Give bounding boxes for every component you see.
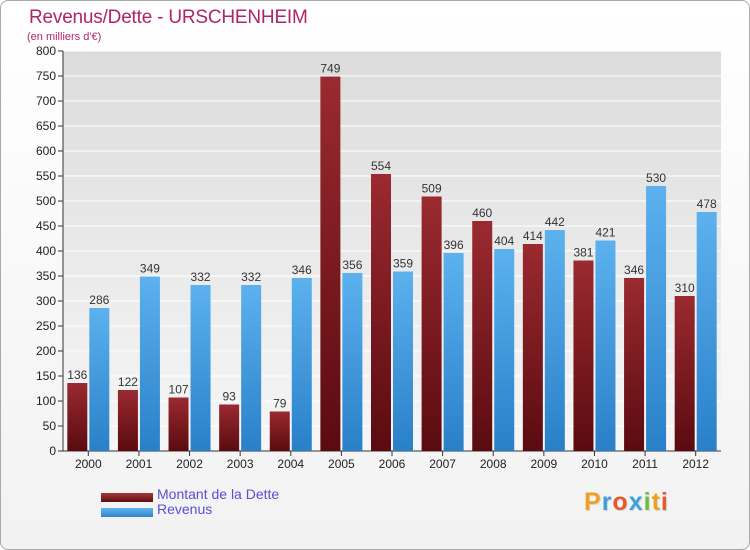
data-label-dette: 414 <box>523 229 543 243</box>
bar-revenus <box>494 249 515 451</box>
bar-dette <box>219 404 240 451</box>
legend-label-dette: Montant de la Dette <box>157 486 280 502</box>
y-tick-label: 750 <box>36 69 56 83</box>
x-tick-label: 2008 <box>480 457 507 471</box>
bar-revenus <box>190 285 211 451</box>
y-tick-label: 200 <box>36 344 56 358</box>
logo-letter: x <box>628 488 644 516</box>
bar-dette <box>573 260 594 451</box>
y-tick-label: 700 <box>36 94 56 108</box>
data-label-dette: 136 <box>67 368 87 382</box>
data-label-revenus: 442 <box>545 215 565 229</box>
bar-revenus <box>544 230 565 451</box>
bar-revenus <box>393 271 413 451</box>
x-tick-label: 2005 <box>328 457 355 471</box>
bar-dette <box>472 221 493 451</box>
x-tick-label: 2004 <box>277 457 304 471</box>
y-tick-label: 800 <box>36 44 56 58</box>
data-label-revenus: 349 <box>140 262 160 276</box>
bar-dette <box>421 196 442 451</box>
x-tick-label: 2002 <box>176 457 203 471</box>
bar-revenus <box>696 212 717 451</box>
data-label-dette: 749 <box>320 62 340 76</box>
bar-dette <box>67 383 88 451</box>
y-tick-label: 450 <box>36 219 56 233</box>
data-label-revenus: 286 <box>89 293 109 307</box>
x-tick-label: 2010 <box>581 457 608 471</box>
logo-letter: i <box>643 488 652 516</box>
x-tick-label: 2012 <box>682 457 709 471</box>
y-tick-label: 0 <box>49 444 56 458</box>
x-tick-label: 2000 <box>75 457 102 471</box>
bar-dette <box>320 76 341 451</box>
data-label-revenus: 404 <box>494 234 514 248</box>
data-label-revenus: 332 <box>191 270 211 284</box>
bar-revenus <box>139 276 160 451</box>
chart-title: Revenus/Dette - URSCHENHEIM <box>29 7 308 28</box>
data-label-dette: 460 <box>472 206 492 220</box>
bar-revenus <box>342 273 363 451</box>
bar-revenus <box>595 240 616 451</box>
data-label-dette: 79 <box>273 397 287 411</box>
y-tick-label: 600 <box>36 144 56 158</box>
data-label-dette: 107 <box>169 383 189 397</box>
y-tick-label: 250 <box>36 319 56 333</box>
x-tick-label: 2006 <box>379 457 406 471</box>
bar-dette <box>522 244 543 451</box>
y-tick-label: 400 <box>36 244 56 258</box>
y-tick-label: 550 <box>36 169 56 183</box>
data-label-revenus: 332 <box>241 270 261 284</box>
data-label-revenus: 346 <box>292 263 312 277</box>
bar-revenus <box>291 278 312 451</box>
y-tick-label: 50 <box>43 419 57 433</box>
data-label-dette: 509 <box>422 182 442 196</box>
y-tick-label: 100 <box>36 394 56 408</box>
data-label-dette: 310 <box>675 281 695 295</box>
bar-revenus <box>443 253 464 451</box>
data-label-revenus: 530 <box>646 171 666 185</box>
y-tick-label: 500 <box>36 194 56 208</box>
y-tick-label: 150 <box>36 369 56 383</box>
logo-letter: i <box>660 488 669 516</box>
data-label-dette: 554 <box>371 159 391 173</box>
logo-letter: o <box>612 488 629 516</box>
bar-dette <box>117 390 138 451</box>
legend-label-revenus: Revenus <box>157 501 213 517</box>
data-label-revenus: 478 <box>697 197 717 211</box>
data-label-revenus: 396 <box>444 238 464 252</box>
data-label-dette: 346 <box>624 263 644 277</box>
x-tick-label: 2007 <box>429 457 456 471</box>
x-tick-label: 2009 <box>530 457 557 471</box>
x-tick-label: 2003 <box>227 457 254 471</box>
x-tick-label: 2001 <box>126 457 153 471</box>
logo-letter: r <box>601 488 613 516</box>
data-label-dette: 93 <box>222 390 236 404</box>
logo-letter: P <box>584 488 602 516</box>
legend-swatch-revenus <box>101 508 153 517</box>
y-tick-label: 300 <box>36 294 56 308</box>
proxiti-logo: Proxiti <box>584 488 669 517</box>
bar-dette <box>674 296 695 451</box>
data-label-revenus: 421 <box>595 226 615 240</box>
bar-dette <box>168 397 189 451</box>
data-label-dette: 381 <box>573 246 593 260</box>
x-tick-label: 2011 <box>632 457 658 471</box>
bar-dette <box>269 411 290 451</box>
y-tick-label: 650 <box>36 119 56 133</box>
y-tick-label: 350 <box>36 269 56 283</box>
bar-revenus <box>241 285 262 451</box>
bar-revenus <box>89 308 110 451</box>
data-label-revenus: 359 <box>393 257 413 271</box>
data-label-dette: 122 <box>118 375 138 389</box>
logo-letter: t <box>651 488 661 516</box>
bar-revenus <box>646 186 667 451</box>
bar-dette <box>624 278 645 451</box>
data-label-revenus: 356 <box>342 258 362 272</box>
bar-dette <box>371 174 391 451</box>
legend-swatch-dette <box>101 493 153 502</box>
chart-subtitle: (en milliers d'€) <box>27 31 102 43</box>
